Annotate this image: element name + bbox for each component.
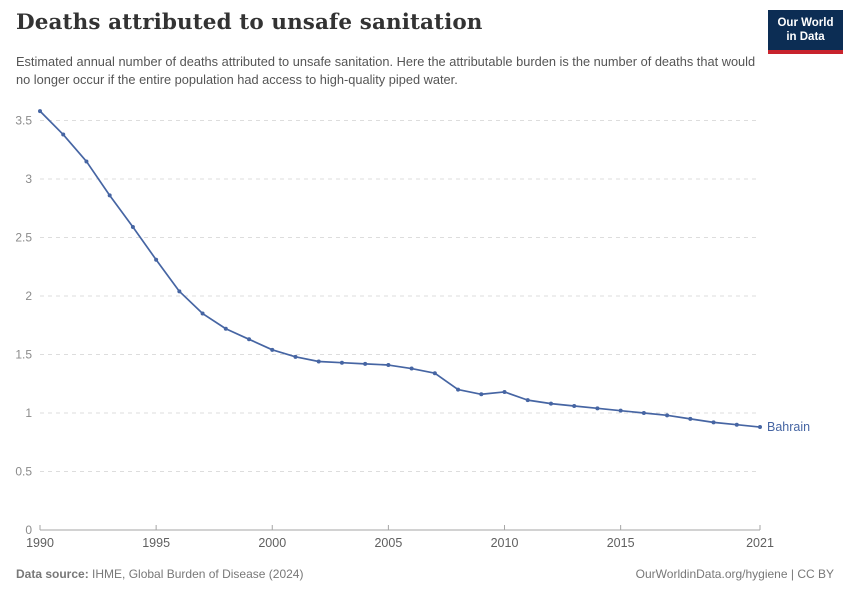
x-axis-tick-label: 1990 — [26, 536, 54, 550]
chart-title: Deaths attributed to unsafe sanitation — [16, 10, 483, 35]
data-point[interactable] — [525, 398, 530, 403]
data-point[interactable] — [409, 366, 414, 371]
data-point[interactable] — [154, 257, 159, 262]
data-point[interactable] — [758, 425, 762, 430]
data-point[interactable] — [595, 406, 600, 411]
data-point[interactable] — [711, 420, 716, 425]
chart-footer: Data source: IHME, Global Burden of Dise… — [16, 567, 834, 581]
x-axis-tick-label: 2005 — [374, 536, 402, 550]
data-point[interactable] — [456, 387, 461, 392]
x-axis-tick-label: 1995 — [142, 536, 170, 550]
data-point[interactable] — [177, 289, 182, 294]
data-point[interactable] — [84, 159, 89, 164]
line-chart-canvas[interactable]: 0 0.5 1 1.5 2 2.5 3 3.5 1990 1995 2000 2005 2010 2015… — [0, 100, 850, 560]
data-source-text: IHME, Global Burden of Disease (2024) — [88, 567, 304, 581]
y-axis-tick-label: 2.5 — [15, 231, 32, 245]
data-point[interactable] — [688, 416, 693, 421]
y-axis-tick-label: 0 — [25, 523, 32, 537]
data-point[interactable] — [293, 354, 298, 359]
data-point[interactable] — [61, 132, 66, 137]
chart-subtitle: Estimated annual number of deaths attrib… — [16, 54, 756, 87]
data-point[interactable] — [200, 311, 205, 316]
data-point[interactable] — [363, 361, 368, 366]
owid-citation-link[interactable]: OurWorldinData.org/hygiene | CC BY — [635, 567, 834, 581]
x-axis-tick-label: 2000 — [258, 536, 286, 550]
data-point[interactable] — [618, 408, 623, 413]
owid-logo-line1: Our World — [777, 17, 834, 29]
data-point[interactable] — [107, 193, 112, 198]
data-point[interactable] — [502, 389, 507, 394]
y-axis-tick-label: 0.5 — [15, 465, 32, 479]
y-axis-tick-label: 3 — [25, 172, 32, 186]
data-point[interactable] — [665, 413, 670, 418]
data-point[interactable] — [641, 411, 646, 415]
y-axis-tick-label: 1.5 — [15, 348, 32, 362]
data-point[interactable] — [339, 360, 344, 365]
data-point[interactable] — [130, 224, 135, 229]
owid-logo[interactable]: Our World in Data — [768, 10, 843, 54]
data-point[interactable] — [270, 347, 275, 352]
data-point[interactable] — [38, 109, 42, 114]
x-axis-tick-label: 2010 — [491, 536, 519, 550]
y-axis-tick-label: 2 — [25, 289, 32, 303]
y-axis-tick-label: 1 — [25, 406, 32, 420]
series-line[interactable] — [39, 110, 761, 428]
data-point[interactable] — [734, 422, 739, 427]
line-chart-svg[interactable]: 0 0.5 1 1.5 2 2.5 3 3.5 1990 1995 2000 2005 2010 2015… — [0, 100, 850, 560]
series-entity-label[interactable]: Bahrain — [767, 420, 810, 434]
data-point[interactable] — [223, 326, 228, 331]
x-axis-tick-label: 2021 — [746, 536, 774, 550]
data-source-label: Data source: — [16, 567, 89, 581]
data-point[interactable] — [247, 337, 252, 342]
y-axis-tick-label: 3.5 — [15, 114, 32, 128]
x-axis-tick-label: 2015 — [607, 536, 635, 550]
data-point[interactable] — [316, 359, 321, 364]
data-point[interactable] — [386, 363, 391, 368]
data-source-note: Data source: IHME, Global Burden of Dise… — [16, 567, 303, 581]
data-point[interactable] — [479, 392, 484, 397]
data-point[interactable] — [548, 401, 553, 406]
data-point[interactable] — [432, 371, 437, 376]
data-point[interactable] — [572, 403, 577, 408]
owid-logo-line2: in Data — [786, 31, 825, 44]
